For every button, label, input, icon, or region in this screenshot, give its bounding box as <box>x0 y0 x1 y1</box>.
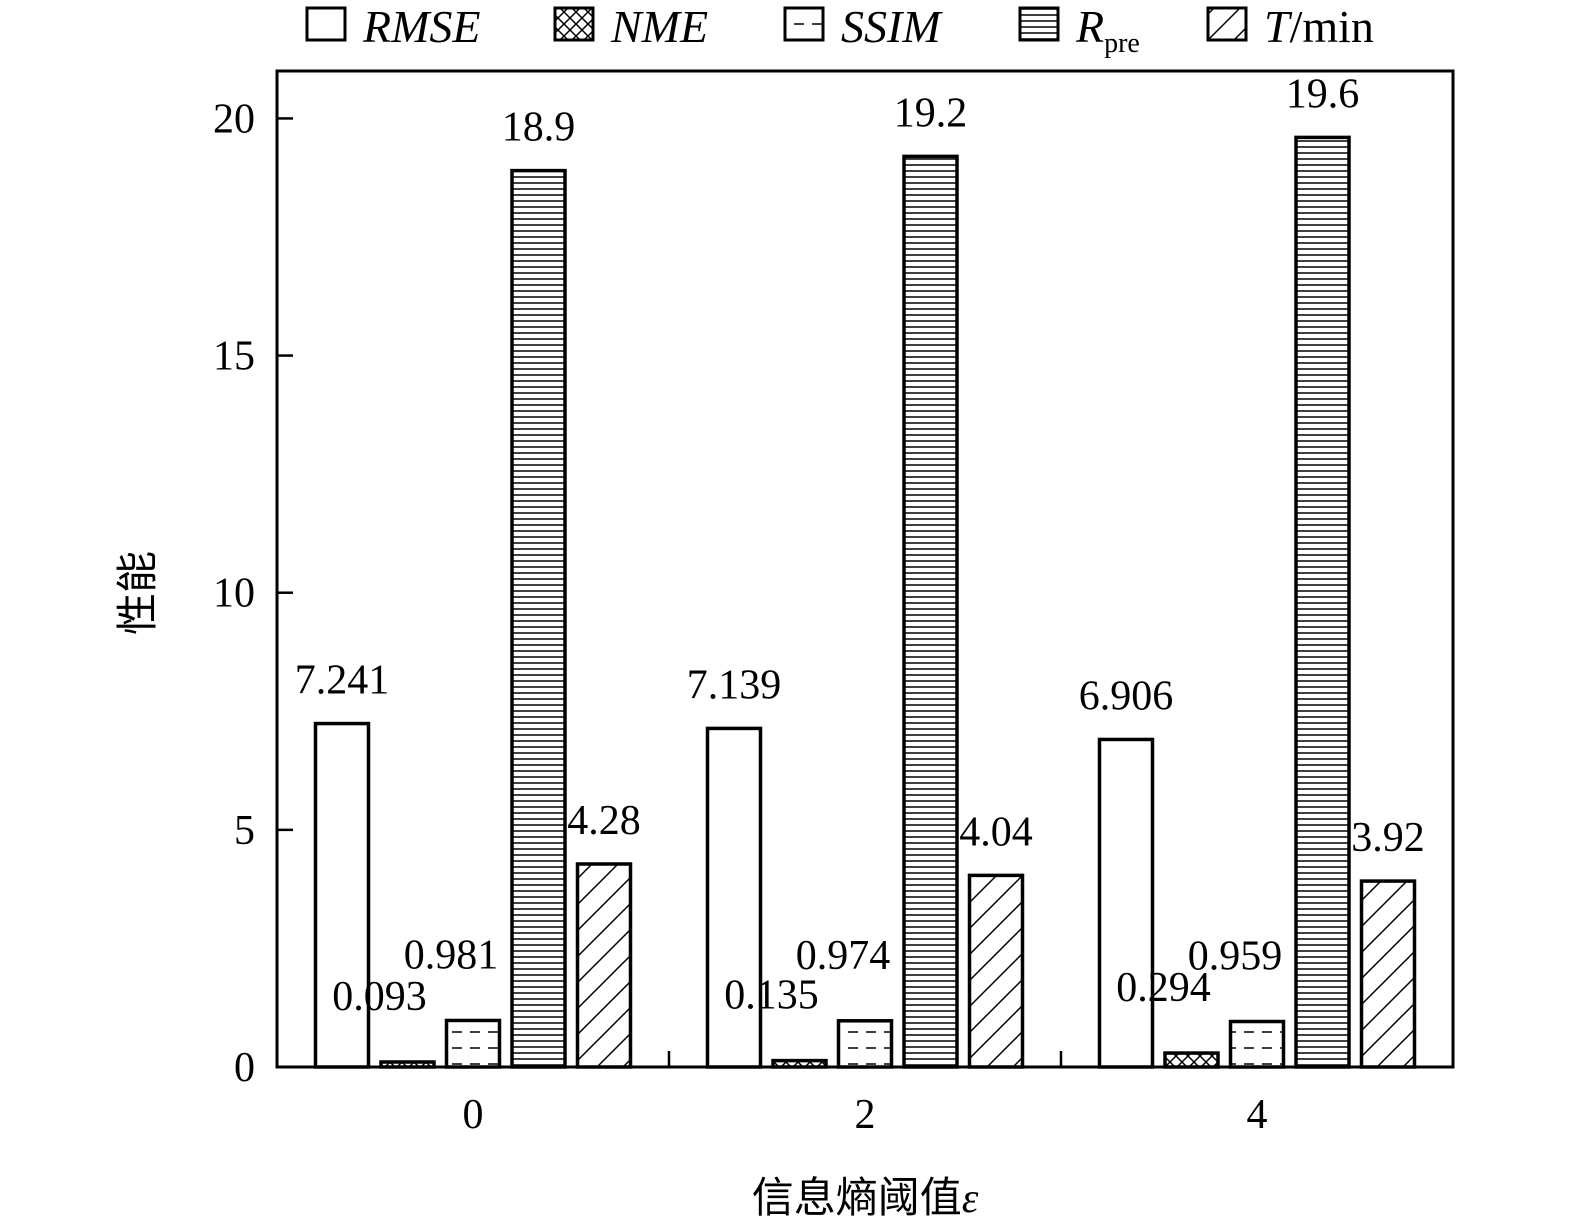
x-tick-label: 2 <box>855 1092 876 1138</box>
bar-nme <box>1163 1051 1220 1069</box>
bar-t <box>575 862 633 1069</box>
legend-swatch <box>783 6 825 42</box>
data-label: 18.9 <box>502 105 576 151</box>
bar-nme <box>771 1058 828 1069</box>
data-label: 0.135 <box>724 973 819 1019</box>
bar-rmse <box>1097 737 1155 1069</box>
data-label: 0.981 <box>404 932 499 978</box>
legend-swatch <box>1206 6 1248 42</box>
data-label: 0.974 <box>796 933 891 979</box>
y-axis-title: 性能 <box>116 551 162 635</box>
legend: RMSE NME SSIM Rpre T/min <box>305 1 1374 59</box>
x-axis-title-text: 信息熵阈值 <box>752 1175 962 1222</box>
bar-r <box>1294 135 1351 1069</box>
data-label: 19.6 <box>1286 71 1360 117</box>
legend-item-r: Rpre <box>1075 1 1140 59</box>
y-tick-label: 5 <box>234 808 255 854</box>
legend-item-nme: NME <box>610 1 708 52</box>
legend-item-t: T/min <box>1264 1 1374 52</box>
legend-item-ssim: SSIM <box>841 1 943 52</box>
legend-swatch <box>553 6 595 42</box>
y-tick-label: 20 <box>213 96 255 142</box>
y-tick-label: 0 <box>234 1045 255 1091</box>
data-label: 0.294 <box>1116 965 1211 1011</box>
plot-frame <box>275 69 1455 1069</box>
bar-ssim <box>836 1019 894 1069</box>
x-tick-label: 4 <box>1247 1092 1268 1138</box>
x-axis-title: 信息熵阈值ε <box>752 1175 979 1222</box>
data-label: 3.92 <box>1351 815 1425 861</box>
bar-ssim <box>444 1018 502 1069</box>
data-label: 4.28 <box>567 798 641 844</box>
y-axis: 0 5 10 15 20 <box>213 96 293 1091</box>
bar-nme <box>379 1060 436 1069</box>
x-tick-label: 0 <box>463 1092 484 1138</box>
bar-t <box>967 873 1025 1069</box>
bar-r <box>902 154 959 1069</box>
legend-swatch <box>1018 6 1060 42</box>
bar-r <box>510 168 567 1069</box>
x-axis-title-symbol: ε <box>962 1176 979 1222</box>
data-label: 7.241 <box>295 658 390 704</box>
legend-swatch <box>305 6 347 42</box>
legend-item-rmse: RMSE <box>362 1 481 52</box>
data-label: 6.906 <box>1079 673 1174 719</box>
y-tick-label: 15 <box>213 334 255 380</box>
data-label: 0.093 <box>332 974 427 1020</box>
y-tick-label: 10 <box>213 571 255 617</box>
bar-rmse <box>313 721 371 1069</box>
x-axis: 0 2 4 <box>463 1051 1268 1138</box>
data-label: 0.959 <box>1188 934 1283 980</box>
bar-series <box>313 135 1417 1069</box>
bar-t <box>1359 879 1417 1069</box>
bar-rmse <box>705 726 763 1069</box>
data-label: 7.139 <box>687 662 782 708</box>
data-label: 19.2 <box>894 90 968 136</box>
data-label: 4.04 <box>959 809 1033 855</box>
bar-ssim <box>1228 1019 1286 1069</box>
